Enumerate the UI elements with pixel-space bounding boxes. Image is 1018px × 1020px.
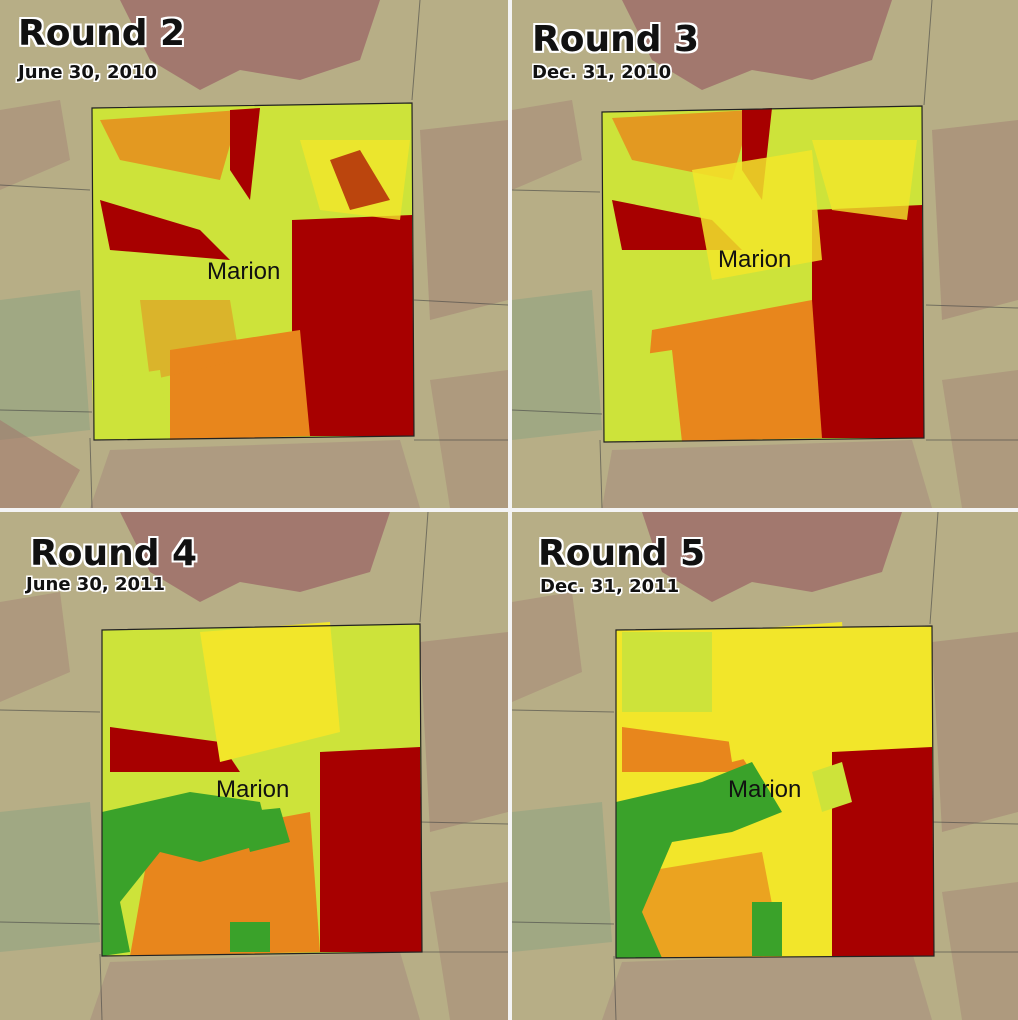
map-graphic xyxy=(512,512,1018,1020)
panel-divider-horizontal xyxy=(0,508,1018,512)
round-date: June 30, 2010 xyxy=(18,62,158,83)
map-panel-round-4: Round 4 June 30, 2011 Marion xyxy=(0,512,508,1020)
map-graphic xyxy=(0,0,508,508)
map-graphic xyxy=(0,512,508,1020)
round-title: Round 3 xyxy=(532,19,700,60)
round-date: Dec. 31, 2011 xyxy=(540,576,680,597)
city-label: Marion xyxy=(216,776,290,803)
city-label: Marion xyxy=(728,776,802,803)
round-date: Dec. 31, 2010 xyxy=(532,62,672,83)
round-title: Round 2 xyxy=(18,13,186,54)
map-graphic xyxy=(512,0,1018,508)
map-panel-round-3: Round 3 Dec. 31, 2010 Marion xyxy=(512,0,1018,508)
round-title: Round 5 xyxy=(538,533,706,574)
city-label: Marion xyxy=(718,246,792,273)
round-title: Round 4 xyxy=(30,533,198,574)
map-panel-round-5: Round 5 Dec. 31, 2011 Marion xyxy=(512,512,1018,1020)
round-date: June 30, 2011 xyxy=(26,574,166,595)
map-panel-round-2: Round 2 June 30, 2010 Marion xyxy=(0,0,508,508)
city-label: Marion xyxy=(207,258,281,285)
